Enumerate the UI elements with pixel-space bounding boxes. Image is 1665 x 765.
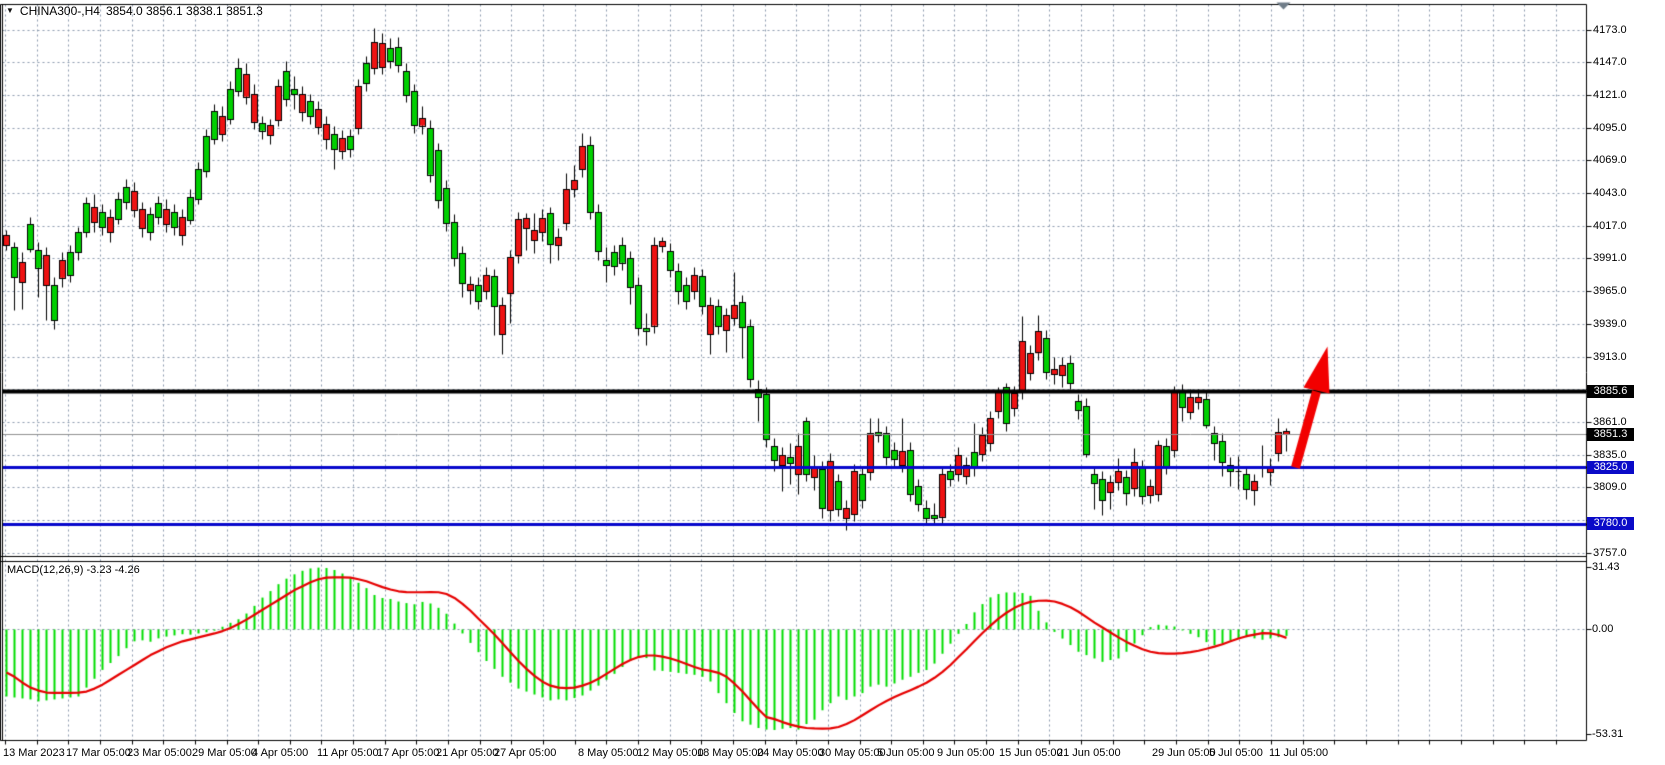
price-tick-label: 3965.0 (1593, 285, 1627, 298)
price-tick-label: 3913.0 (1593, 350, 1627, 363)
time-tick-label: 4 Apr 05:00 (252, 747, 309, 759)
time-tick-label: 27 Apr 05:00 (494, 747, 557, 759)
time-tick-label: 17 Mar 05:00 (66, 747, 131, 759)
time-tick-label: 12 May 05:00 (637, 747, 704, 759)
price-tick-label: 4173.0 (1593, 23, 1627, 36)
price-tick-label: 3757.0 (1593, 546, 1627, 559)
macd-tick-label: 31.43 (1592, 561, 1620, 574)
price-tick-label: 4069.0 (1593, 154, 1627, 167)
price-tick-label: 4017.0 (1593, 219, 1627, 232)
time-tick-label: 15 Jun 05:00 (999, 747, 1063, 759)
time-tick-label: 21 Jun 05:00 (1057, 747, 1121, 759)
price-tick-label: 4095.0 (1593, 121, 1627, 134)
chart-symbol-period: CHINA300-,H4 (19, 4, 100, 18)
time-tick-label: 5 Jul 05:00 (1209, 747, 1263, 759)
time-tick-label: 5 Jun 05:00 (877, 747, 935, 759)
price-tick-label: 4121.0 (1593, 88, 1627, 101)
price-badge: 3885.6 (1587, 384, 1634, 398)
price-badge: 3825.0 (1587, 460, 1634, 474)
price-tick-label: 4147.0 (1593, 56, 1627, 69)
time-tick-label: 9 Jun 05:00 (937, 747, 995, 759)
indicator-label: MACD(12,26,9) -3.23 -4.26 (7, 564, 140, 576)
indicator-name: MACD(12,26,9) (7, 564, 84, 576)
price-tick-label: 3835.0 (1593, 448, 1627, 461)
time-tick-label: 24 May 05:00 (757, 747, 824, 759)
macd-tick-label: -53.31 (1592, 728, 1624, 741)
price-tick-label: 3939.0 (1593, 317, 1627, 330)
price-badge: 3780.0 (1587, 517, 1634, 531)
time-tick-label: 29 Mar 05:00 (192, 747, 257, 759)
time-tick-label: 21 Apr 05:00 (436, 747, 499, 759)
time-tick-label: 30 May 05:00 (819, 747, 886, 759)
price-tick-label: 4043.0 (1593, 187, 1627, 200)
time-tick-label: 11 Jul 05:00 (1269, 747, 1329, 759)
chart-dropdown-icon[interactable]: ▼ (6, 6, 14, 15)
time-tick-label: 13 Mar 2023 (3, 747, 65, 759)
time-tick-label: 23 Mar 05:00 (127, 747, 192, 759)
price-tick-label: 3809.0 (1593, 481, 1627, 494)
time-tick-label: 8 May 05:00 (578, 747, 639, 759)
price-tick-label: 3991.0 (1593, 252, 1627, 265)
indicator-values: -3.23 -4.26 (86, 564, 140, 576)
chart-ohlc-readout: 3854.0 3856.1 3838.1 3851.3 (105, 4, 263, 18)
time-tick-label: 11 Apr 05:00 (317, 747, 379, 759)
time-tick-label: 29 Jun 05:00 (1152, 747, 1216, 759)
time-tick-label: 18 May 05:00 (697, 747, 764, 759)
time-tick-label: 17 Apr 05:00 (377, 747, 440, 759)
price-badge: 3851.3 (1587, 427, 1634, 441)
chart-title: ▼ CHINA300-,H4 3854.0 3856.1 3838.1 3851… (6, 4, 263, 18)
macd-tick-label: 0.00 (1592, 623, 1614, 635)
price-tick-label: 3861.0 (1593, 415, 1627, 428)
